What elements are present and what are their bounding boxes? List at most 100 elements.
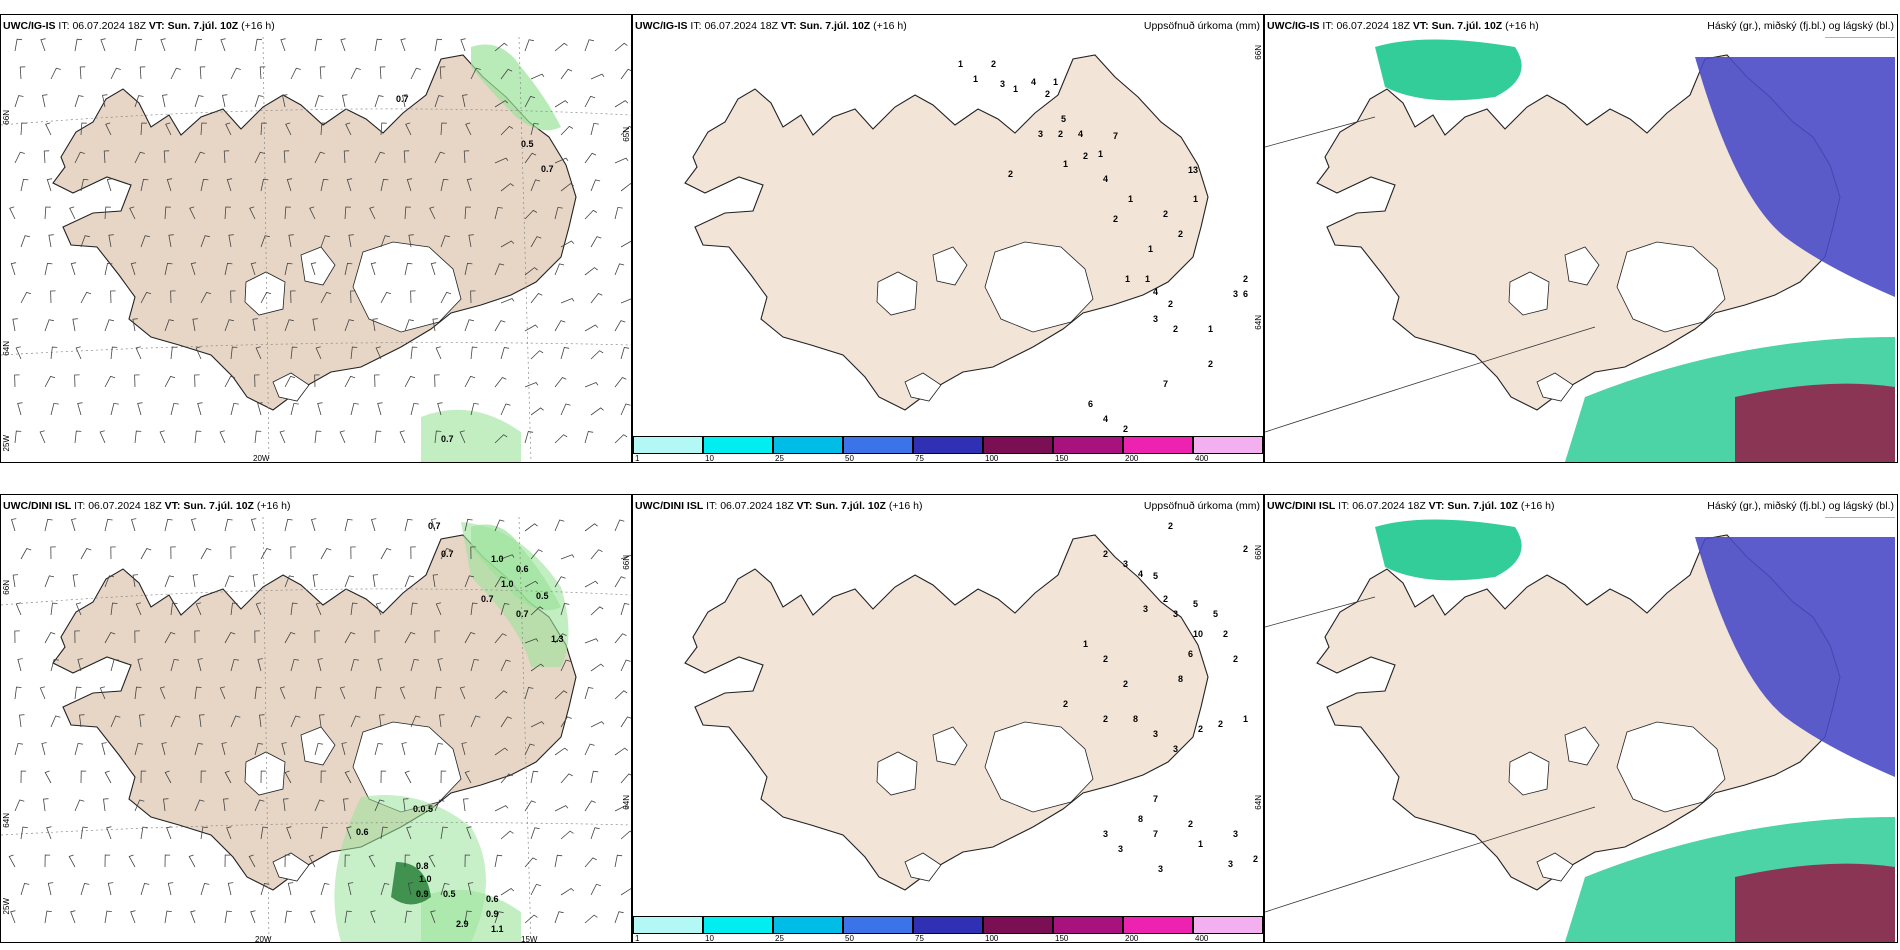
wind-barb [434,742,443,756]
wind-barb [554,100,569,108]
wind-barb [524,39,534,52]
lat-lon-grid [1,37,631,462]
wind-barb [260,826,268,840]
glacier [1536,372,1574,402]
wind-barb [614,911,624,924]
wind-barb [224,910,232,924]
precip-amount-label: 5 [1061,114,1066,124]
wind-barb [161,742,167,756]
glacier [272,372,310,402]
wind-barb [406,178,413,192]
wind-barb [584,209,598,220]
wind-barb [380,291,392,304]
wind-barb [620,403,631,416]
wind-barb [463,798,469,812]
wind-barb [103,798,109,812]
map-area[interactable]: 2 2 3 4 5 2 3 3 5 5 2 10 6 2 8 2 1 2 2 2 2 8 3 2 2 1 3 2 1 7 8 7 3 3 3 3 3 2 [633,517,1263,942]
wind-barb [140,770,147,784]
wind-barb [230,602,238,616]
it-label: IT: [706,500,718,512]
wind-barb [404,262,413,276]
wind-barb [310,518,317,532]
map-area[interactable]: 0.7 0.7 1.0 0.6 1.0 0.7 0.5 0.7 1.3 0.0.5 0.6 0.8 1.… [1,517,631,942]
wind-barb [254,686,262,700]
wind-barb [228,234,234,248]
colorbar-tick-label: 150 [1055,934,1069,943]
wind-barb [194,38,203,52]
precip-amount-label: 3 [1153,729,1158,739]
wind-barb [584,857,597,868]
wind-barb [410,602,418,616]
wind-barb [255,346,262,360]
wind-barb [440,235,450,248]
wind-barb [464,518,473,532]
wind-barb [254,742,263,756]
wind-barb [439,714,445,728]
wind-barb [43,798,49,812]
wind-barb [560,773,573,784]
precip-amount-label: 4 [1103,174,1108,184]
wind-barb [350,602,358,616]
wind-barb [554,434,568,444]
wind-barb [404,910,412,924]
wind-barb [254,151,265,164]
wind-barb [259,66,266,80]
wind-barb [170,658,179,672]
wind-barb [374,630,380,644]
wind-barb [340,38,346,52]
wind-barb [140,826,148,840]
wind-barb [224,375,236,388]
wind-barb [104,575,115,588]
wind-barb [614,206,623,220]
wind-barb [170,602,178,616]
map-area[interactable] [1265,37,1897,462]
precip-amount-label: 2 [1173,324,1178,334]
wind-barb [590,663,604,672]
wind-barb [500,554,515,560]
precip-amount-label: 3 [1000,79,1005,89]
precip-amount-label: 2 [1123,679,1128,689]
wind-barb [260,883,270,896]
wind-barb [74,430,82,444]
wind-barb [194,799,205,812]
glacier [1616,721,1726,813]
iceland-land [684,54,1209,411]
wind-barb [221,742,227,756]
field-title: Háský (gr.), miðský (fj.bl.) og lágský (… [1707,500,1894,512]
wind-barb [554,320,566,332]
wind-barb [560,659,571,672]
lat-label-64n: 64N [2,813,11,828]
precip-amount-label: 7 [1163,379,1168,389]
wind-barb [19,66,26,80]
wind-barb [374,430,382,444]
wind-barb [377,402,383,416]
precip-amount-label: 2 [1223,629,1228,639]
wind-barb [530,827,540,840]
wind-barb [500,659,511,672]
it-label: IT: [690,20,702,32]
map-area[interactable]: 1 2 1 3 1 4 2 1 5 3 2 4 7 1 2 1 2 4 13 1 2 1 2 2 1 1 1 2 4 3 2 1 2 3 2 6 7 6 4… [633,37,1263,462]
wind-barb [200,548,212,560]
precip-amount-label: 2 [1083,151,1088,161]
wind-barb [50,290,56,304]
wind-barb [134,630,140,644]
precip-amount-label: 1 [1063,159,1068,169]
precip-amount-label: 7 [1153,829,1158,839]
wind-barb [614,576,626,588]
precip-value-label: 0.6 [356,827,369,837]
map-area[interactable] [1265,517,1897,942]
wind-barb [134,38,143,52]
glacier [876,271,918,316]
wind-barb [132,318,138,332]
wind-barb [470,602,478,616]
model-name: UWC/DINI ISL [3,500,72,512]
map-area[interactable]: 0.7 0.5 0.7 0.7 [1,37,631,462]
wind-barb [315,602,322,616]
lon-label-20w: 20W [255,935,272,943]
glacier [300,246,336,286]
precip-amount-label: 3 [1158,864,1163,874]
model-name: UWC/DINI ISL [1267,500,1336,512]
precip-amount-label: 5 [1193,599,1198,609]
wind-barb [70,262,77,276]
glacier [272,852,310,882]
